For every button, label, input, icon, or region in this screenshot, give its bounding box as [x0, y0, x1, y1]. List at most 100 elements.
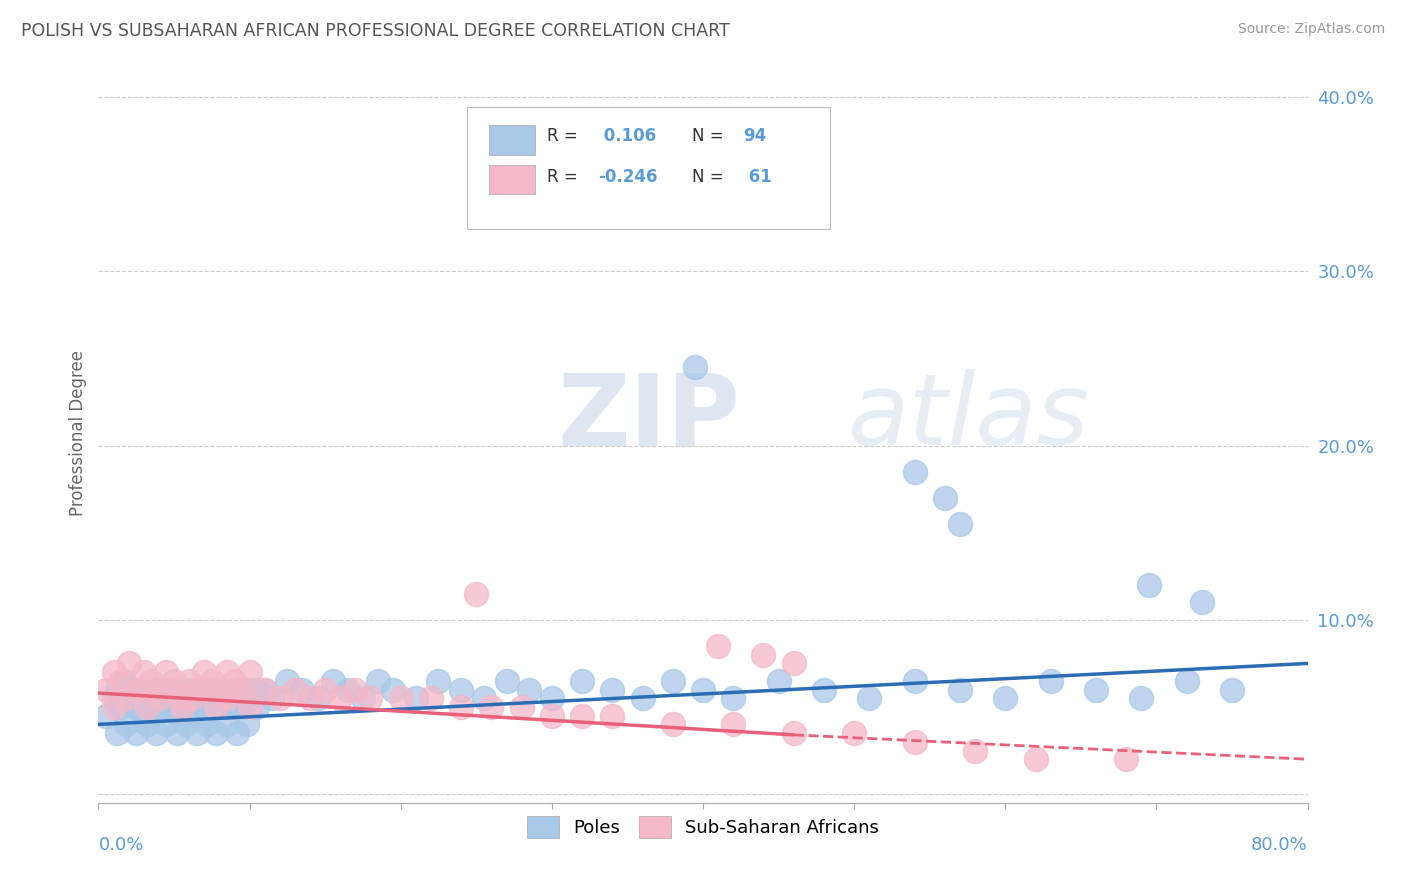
Point	[235, 717, 257, 731]
Point	[195, 717, 218, 731]
Point	[904, 673, 927, 688]
Point	[235, 682, 257, 697]
Point	[540, 691, 562, 706]
Point	[221, 700, 243, 714]
Point	[965, 743, 987, 757]
Point	[239, 700, 262, 714]
Point	[193, 708, 215, 723]
Point	[110, 700, 132, 714]
Point	[170, 700, 193, 714]
Point	[148, 682, 170, 697]
Point	[685, 360, 707, 375]
Point	[195, 691, 218, 706]
Point	[692, 682, 714, 697]
Point	[226, 726, 249, 740]
Text: 80.0%: 80.0%	[1251, 836, 1308, 855]
Text: 0.0%: 0.0%	[98, 836, 143, 855]
Point	[94, 708, 117, 723]
Point	[1175, 673, 1198, 688]
Point	[110, 673, 132, 688]
Point	[949, 517, 972, 532]
Text: 0.106: 0.106	[598, 128, 657, 145]
Point	[844, 726, 866, 740]
Point	[129, 691, 152, 706]
Point	[186, 700, 208, 714]
Point	[322, 673, 344, 688]
Point	[858, 691, 880, 706]
Point	[148, 691, 170, 706]
Point	[262, 691, 284, 706]
Point	[121, 682, 143, 697]
Point	[1137, 578, 1160, 592]
Point	[1220, 682, 1243, 697]
Point	[904, 465, 927, 479]
Point	[389, 691, 412, 706]
Point	[783, 657, 806, 671]
Text: Source: ZipAtlas.com: Source: ZipAtlas.com	[1237, 22, 1385, 37]
Point	[314, 682, 336, 697]
Bar	[489, 165, 534, 194]
Point	[160, 691, 183, 706]
Point	[170, 691, 193, 706]
Point	[125, 682, 148, 697]
Point	[239, 665, 262, 680]
Text: 61: 61	[742, 169, 772, 186]
Point	[181, 691, 204, 706]
Point	[145, 726, 167, 740]
Point	[193, 665, 215, 680]
Point	[291, 682, 314, 697]
Point	[208, 682, 231, 697]
Point	[465, 587, 488, 601]
Point	[201, 673, 224, 688]
Point	[1024, 752, 1046, 766]
Point	[1115, 752, 1137, 766]
Point	[205, 726, 228, 740]
Point	[205, 700, 228, 714]
Point	[299, 691, 322, 706]
Point	[193, 682, 215, 697]
Point	[150, 700, 173, 714]
Point	[540, 708, 562, 723]
Point	[155, 665, 177, 680]
Point	[166, 726, 188, 740]
Text: R =: R =	[547, 169, 583, 186]
Point	[112, 673, 135, 688]
Point	[329, 691, 352, 706]
Point	[174, 717, 197, 731]
Point	[231, 682, 253, 697]
Point	[179, 673, 201, 688]
Point	[103, 691, 125, 706]
Point	[934, 491, 956, 505]
Point	[186, 726, 208, 740]
Point	[163, 673, 186, 688]
Point	[125, 682, 148, 697]
Point	[752, 648, 775, 662]
Point	[284, 682, 307, 697]
Point	[723, 717, 745, 731]
Point	[307, 691, 329, 706]
Point	[1191, 595, 1213, 609]
Point	[602, 682, 624, 697]
Point	[118, 691, 141, 706]
Point	[344, 682, 367, 697]
Point	[226, 682, 249, 697]
Point	[132, 665, 155, 680]
Point	[163, 700, 186, 714]
Point	[949, 682, 972, 697]
Point	[994, 691, 1017, 706]
Point	[215, 717, 238, 731]
Point	[141, 700, 163, 714]
Point	[224, 682, 246, 697]
Point	[360, 691, 382, 706]
Text: N =: N =	[692, 128, 728, 145]
Point	[215, 691, 238, 706]
Point	[661, 673, 683, 688]
Point	[215, 665, 238, 680]
Legend: Poles, Sub-Saharan Africans: Poles, Sub-Saharan Africans	[519, 809, 887, 846]
Point	[190, 691, 212, 706]
Point	[904, 735, 927, 749]
Y-axis label: Professional Degree: Professional Degree	[69, 350, 87, 516]
Point	[215, 691, 238, 706]
Point	[1130, 691, 1153, 706]
Point	[125, 700, 148, 714]
